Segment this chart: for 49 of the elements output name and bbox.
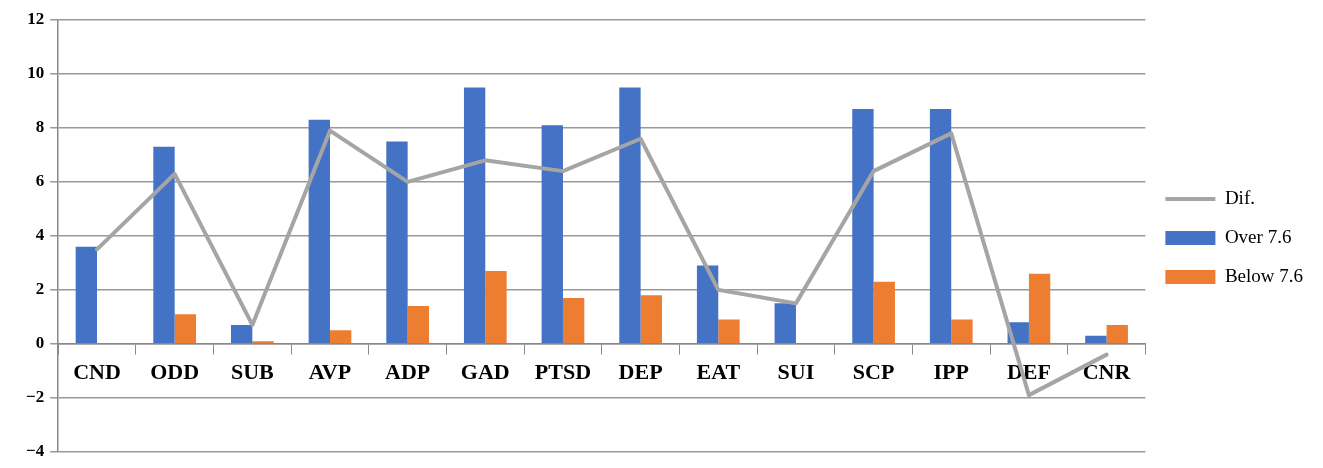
y-tick-label: 10 (27, 63, 45, 83)
x-tick-label: SUB (230, 358, 275, 384)
bar (174, 314, 197, 344)
bar (463, 87, 486, 344)
y-tick-label: −2 (26, 387, 45, 407)
y-tick-label: 12 (27, 9, 45, 29)
bar (541, 125, 563, 344)
bar (329, 330, 352, 344)
y-tick-label: −4 (26, 441, 45, 461)
bar (619, 87, 641, 344)
bar (386, 141, 408, 344)
x-tick-label: AVP (308, 358, 352, 384)
legend-label: Over 7.6 (1224, 225, 1292, 247)
bar (308, 119, 330, 344)
x-tick-label: DEP (618, 358, 663, 384)
x-tick-label: SUI (777, 358, 815, 384)
bar (407, 306, 429, 344)
x-tick-label: ODD (150, 358, 200, 384)
x-tick-label: CND (73, 358, 121, 384)
bar (774, 303, 796, 344)
bar (1028, 273, 1051, 344)
bar (1106, 324, 1128, 344)
y-tick-label: 8 (35, 117, 45, 137)
bar (230, 324, 253, 344)
bar (951, 319, 973, 344)
x-tick-label: EAT (696, 358, 741, 384)
bar (852, 109, 874, 344)
bar (153, 146, 175, 344)
y-tick-label: 2 (35, 279, 45, 299)
bar (562, 297, 585, 344)
y-tick-label: 6 (35, 171, 45, 191)
y-tick-label: 0 (35, 333, 45, 353)
legend-label: Dif. (1224, 186, 1255, 208)
x-tick-label: GAD (460, 358, 510, 384)
bar (1085, 335, 1107, 344)
bar (718, 319, 740, 344)
y-tick-label: 4 (35, 225, 45, 245)
x-tick-label: IPP (933, 358, 969, 384)
bar (929, 109, 952, 344)
bar (873, 281, 895, 344)
x-tick-label: CNR (1082, 358, 1132, 384)
bar (696, 265, 719, 344)
legend-label: Below 7.6 (1224, 264, 1303, 286)
bar (640, 295, 662, 344)
bar (485, 270, 507, 344)
x-tick-label: ADP (385, 358, 431, 384)
bar (75, 246, 98, 344)
x-tick-label: SCP (852, 358, 895, 384)
x-tick-label: PTSD (534, 358, 592, 384)
